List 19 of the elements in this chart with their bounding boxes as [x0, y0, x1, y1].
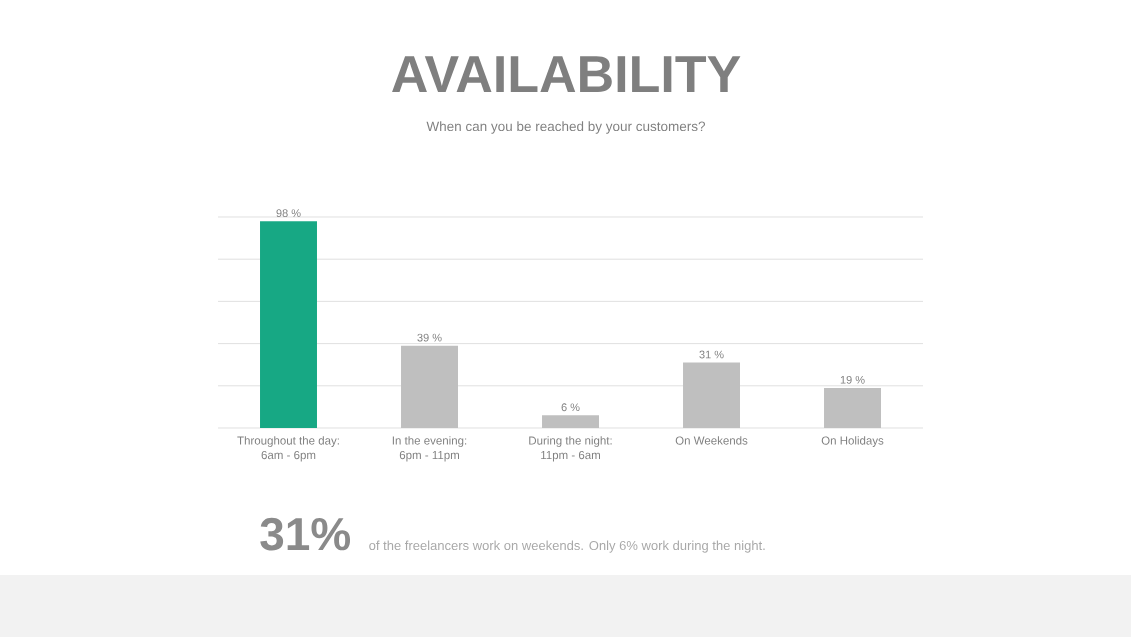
bar [542, 415, 599, 428]
x-tick-label: During the night: 11pm - 6am [529, 436, 612, 462]
bar [401, 345, 458, 428]
bar [683, 362, 740, 428]
data-label: 39 % [417, 333, 442, 342]
x-tick-label: In the evening: 6pm - 11pm [392, 436, 467, 462]
bar [260, 221, 317, 428]
x-tick-label: On Holidays [821, 436, 884, 447]
data-label: 98 % [276, 209, 301, 218]
data-label: 19 % [840, 375, 865, 384]
data-label: 6 % [561, 403, 580, 412]
chart-subtitle: When can you be reached by your customers? [426, 121, 706, 134]
bar [824, 387, 881, 428]
x-tick-label: On Weekends [675, 436, 748, 445]
data-label: 31 % [699, 350, 724, 359]
chart-title: AVAILABILITY [392, 56, 741, 92]
text: 31% [260, 517, 351, 551]
text: of the freelancers work on weekends. Only 6% work during the night. [369, 540, 765, 553]
x-tick-label: Throughout the day: 6am - 6pm [237, 436, 339, 462]
